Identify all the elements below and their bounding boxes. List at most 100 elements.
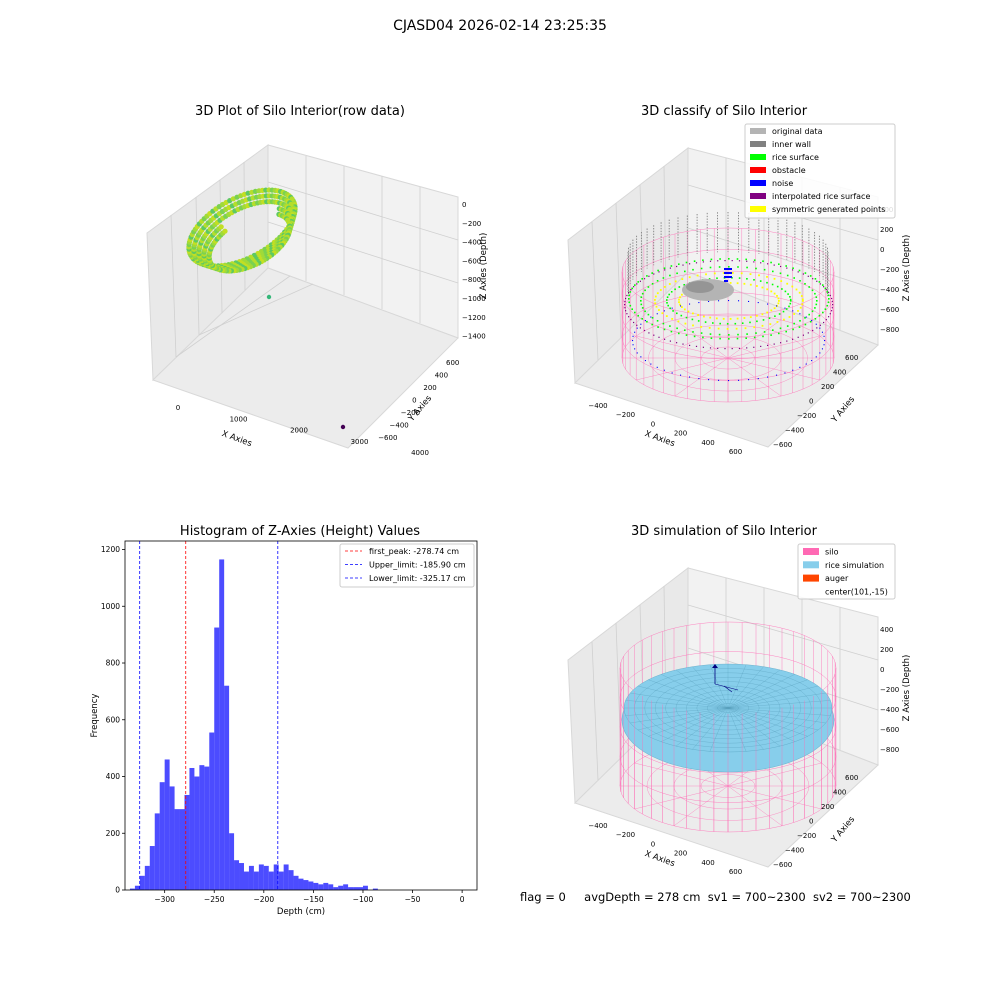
histogram-bars <box>129 559 378 890</box>
histogram-frame <box>124 540 478 891</box>
y-tick-label: 600 <box>446 359 459 367</box>
classify-plot-title: 3D classify of Silo Interior <box>640 104 808 119</box>
legend-entry: auger <box>825 574 849 583</box>
histogram-bar <box>189 767 195 890</box>
histogram-bar <box>239 863 244 890</box>
y-tick-label: −200 <box>797 412 816 420</box>
histogram-bar <box>179 809 185 890</box>
histogram-bar <box>248 865 254 890</box>
y-tick-label: −400 <box>785 427 804 435</box>
histogram-bar <box>288 870 294 890</box>
histogram-bar <box>283 864 289 890</box>
figure-title: CJASD04 2026-02-14 23:25:35 <box>393 18 607 34</box>
z-tick-label: −1400 <box>462 333 486 341</box>
z-tick-label: −200 <box>880 686 899 694</box>
y-tick-label: 400 <box>106 772 121 781</box>
z-tick-label: 0 <box>880 246 884 254</box>
legend-swatch <box>803 574 819 582</box>
x-tick-label: 2000 <box>290 427 308 435</box>
x-axis-label: X Axies <box>643 429 676 449</box>
y-tick-label: 1200 <box>101 545 120 554</box>
histogram-bar <box>258 864 264 890</box>
histogram-bar <box>229 833 235 890</box>
histogram-bar <box>268 871 274 890</box>
raw-outlier-point <box>340 424 346 430</box>
histogram-bar <box>313 882 319 890</box>
y-tick-label: 400 <box>833 369 846 377</box>
histogram-bar <box>278 871 284 890</box>
legend-entry: obstacle <box>772 166 806 175</box>
z-axis-label: Z Axies (Depth) <box>902 655 912 722</box>
legend-entry: Lower_limit: -325.17 cm <box>369 574 466 583</box>
x-tick-label: 1000 <box>230 415 248 423</box>
legend-swatch <box>803 548 819 555</box>
y-tick-label: 200 <box>821 803 834 811</box>
classify-point-cloud <box>624 212 834 382</box>
y-axis-label: Y Axies <box>829 394 857 425</box>
y-tick-label: 0 <box>809 398 813 406</box>
histogram-bar <box>263 865 269 890</box>
x-tick-label: −400 <box>588 402 607 410</box>
raw-point <box>288 201 294 207</box>
y-tick-label: −600 <box>773 441 792 449</box>
x-tick-label: 3000 <box>351 438 369 446</box>
raw-point-cloud <box>186 187 298 274</box>
x-tick-label: −250 <box>204 895 225 904</box>
histogram-bar <box>164 759 170 890</box>
y-tick-label: 1000 <box>101 602 120 611</box>
y-axis-label: Frequency <box>90 694 100 738</box>
y-tick-label: −200 <box>401 409 420 417</box>
legend-entry: center(101,-15) <box>825 587 888 596</box>
y-tick-label: 0 <box>809 818 813 826</box>
x-tick-label: 0 <box>651 840 655 848</box>
y-tick-label: 400 <box>833 789 846 797</box>
histogram-bar <box>348 887 354 890</box>
z-axis-label: Z Axies (Depth) <box>902 235 912 302</box>
raw-point <box>289 196 295 202</box>
legend-entry: interpolated rice surface <box>772 192 870 201</box>
histogram-bar <box>144 865 150 890</box>
legend-swatch <box>750 141 766 147</box>
z-tick-label: −600 <box>880 726 899 734</box>
legend-swatch <box>750 206 766 212</box>
legend-swatch <box>750 154 766 160</box>
z-tick-label: −200 <box>880 266 899 274</box>
raw-outlier-point <box>266 294 272 300</box>
x-tick-label: −150 <box>303 895 324 904</box>
histogram-bar <box>224 685 230 890</box>
legend-swatch <box>750 128 766 134</box>
z-tick-label: −800 <box>462 276 481 284</box>
z-tick-label: −1200 <box>462 314 486 322</box>
histogram-bar <box>209 732 215 890</box>
classify-silo-wireframe <box>621 227 835 403</box>
x-tick-label: 400 <box>701 859 714 867</box>
histogram-bar <box>243 871 249 890</box>
y-tick-label: 200 <box>821 383 834 391</box>
x-tick-label: 200 <box>674 430 687 438</box>
histogram-bar <box>134 885 140 890</box>
z-tick-label: −600 <box>462 257 481 265</box>
histogram-bar <box>169 786 175 890</box>
y-tick-label: 0 <box>115 886 120 895</box>
histogram-bar <box>353 887 359 890</box>
histogram-plot: −300 −250 −200 −150 −100 −50 0 0 200 400 600 800 100… <box>90 540 478 917</box>
histogram-bar <box>159 782 165 890</box>
histogram-bar <box>298 878 304 890</box>
z-tick-label: 0 <box>462 201 466 209</box>
x-tick-label: 0 <box>460 895 465 904</box>
raw-point <box>285 217 291 223</box>
raw-point <box>287 206 293 213</box>
histogram-bar <box>273 864 279 890</box>
x-tick-label: 0 <box>651 420 655 428</box>
y-tick-label: −600 <box>773 861 792 869</box>
x-tick-label: 0 <box>176 404 180 412</box>
status-line: flag = 0 avgDepth = 278 cm sv1 = 700~230… <box>520 890 911 904</box>
y-tick-label: −200 <box>797 832 816 840</box>
x-tick-label: 4000 <box>411 449 429 457</box>
legend-swatch <box>750 167 766 173</box>
z-tick-label: −800 <box>880 746 899 754</box>
legend-entry: inner wall <box>772 140 811 149</box>
histogram-bar <box>174 809 180 890</box>
y-tick-label: −400 <box>390 422 409 430</box>
